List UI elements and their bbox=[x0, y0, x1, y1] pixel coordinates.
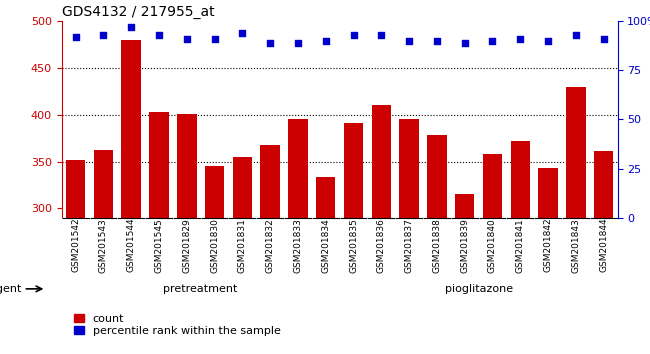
Point bbox=[543, 38, 553, 44]
Bar bbox=[510, 141, 530, 218]
Text: GSM201836: GSM201836 bbox=[377, 218, 386, 273]
Point bbox=[404, 38, 414, 44]
Point bbox=[488, 38, 498, 44]
Text: GSM201542: GSM201542 bbox=[71, 218, 80, 273]
Text: GDS4132 / 217955_at: GDS4132 / 217955_at bbox=[62, 5, 214, 19]
Bar bbox=[372, 105, 391, 218]
Point bbox=[292, 40, 303, 46]
Text: GSM201838: GSM201838 bbox=[432, 218, 441, 273]
Bar bbox=[566, 87, 586, 218]
Text: GSM201840: GSM201840 bbox=[488, 218, 497, 273]
Point bbox=[376, 32, 387, 38]
Text: GSM201830: GSM201830 bbox=[210, 218, 219, 273]
Bar bbox=[483, 154, 502, 218]
Text: GSM201834: GSM201834 bbox=[321, 218, 330, 273]
Point bbox=[460, 40, 470, 46]
Point bbox=[265, 40, 276, 46]
Text: GSM201829: GSM201829 bbox=[182, 218, 191, 273]
Text: pioglitazone: pioglitazone bbox=[445, 284, 513, 294]
Point bbox=[98, 32, 109, 38]
Text: agent: agent bbox=[0, 284, 21, 294]
Bar bbox=[594, 151, 614, 218]
Text: GSM201839: GSM201839 bbox=[460, 218, 469, 273]
Point bbox=[320, 38, 331, 44]
Text: GSM201544: GSM201544 bbox=[127, 218, 136, 273]
Bar bbox=[538, 168, 558, 218]
Text: GSM201841: GSM201841 bbox=[515, 218, 525, 273]
Bar bbox=[150, 112, 169, 218]
Legend: count, percentile rank within the sample: count, percentile rank within the sample bbox=[74, 314, 281, 336]
Bar bbox=[455, 194, 474, 218]
Bar bbox=[344, 123, 363, 218]
Bar bbox=[66, 160, 85, 218]
Text: GSM201842: GSM201842 bbox=[543, 218, 552, 273]
Text: GSM201545: GSM201545 bbox=[155, 218, 164, 273]
Text: GSM201833: GSM201833 bbox=[293, 218, 302, 273]
Point bbox=[237, 30, 248, 36]
Point bbox=[181, 36, 192, 42]
Text: GSM201831: GSM201831 bbox=[238, 218, 247, 273]
Point bbox=[599, 36, 609, 42]
Bar bbox=[122, 40, 141, 218]
Bar bbox=[399, 119, 419, 218]
Text: GSM201843: GSM201843 bbox=[571, 218, 580, 273]
Text: GSM201837: GSM201837 bbox=[404, 218, 413, 273]
Text: GSM201835: GSM201835 bbox=[349, 218, 358, 273]
Point bbox=[348, 32, 359, 38]
Text: GSM201543: GSM201543 bbox=[99, 218, 108, 273]
Point bbox=[126, 24, 136, 30]
Point bbox=[154, 32, 164, 38]
Text: GSM201832: GSM201832 bbox=[266, 218, 275, 273]
Bar bbox=[177, 114, 196, 218]
Point bbox=[432, 38, 442, 44]
Point bbox=[515, 36, 525, 42]
Point bbox=[209, 36, 220, 42]
Point bbox=[571, 32, 581, 38]
Bar bbox=[205, 166, 224, 218]
Bar bbox=[261, 145, 280, 218]
Bar bbox=[316, 177, 335, 218]
Bar bbox=[427, 135, 447, 218]
Bar bbox=[233, 157, 252, 218]
Bar bbox=[94, 150, 113, 218]
Point bbox=[70, 34, 81, 40]
Bar bbox=[288, 119, 307, 218]
Text: pretreatment: pretreatment bbox=[164, 284, 238, 294]
Text: GSM201844: GSM201844 bbox=[599, 218, 608, 273]
